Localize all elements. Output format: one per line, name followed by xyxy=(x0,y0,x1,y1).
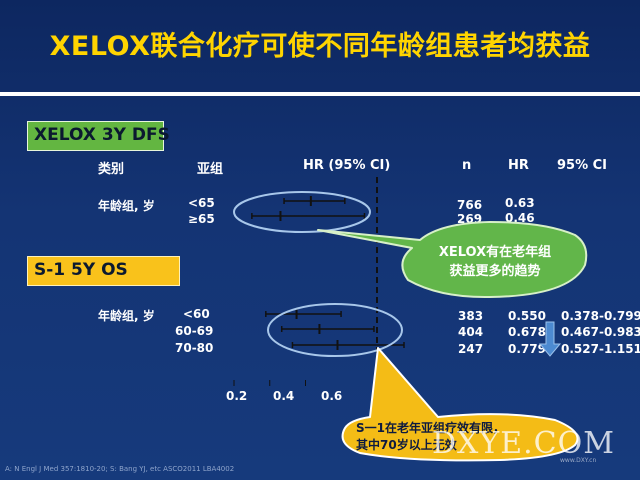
footnote: A: N Engl J Med 357:1810-20; S: Bang YJ,… xyxy=(5,465,235,473)
callout1-line2: 获益更多的趋势 xyxy=(449,264,541,279)
callout1-bubble xyxy=(317,221,588,299)
header-hr: HR xyxy=(508,158,529,173)
watermark-url: www.DXY.cn xyxy=(560,457,597,464)
os-hr-1: 0.550 xyxy=(508,309,546,323)
os-ci-1: 0.378-0.799 xyxy=(561,309,640,323)
os-hr-2: 0.678 xyxy=(508,325,546,339)
header-hr-ci: HR (95% CI) xyxy=(303,158,391,173)
callout1-line1: XELOX有在老年组 xyxy=(438,245,552,260)
forest-marks xyxy=(233,196,405,386)
os-ci-2: 0.467-0.983 xyxy=(561,325,640,339)
callout2-line2: 其中70岁以上无效 xyxy=(356,438,457,452)
axis-tick-0.4: 0.4 xyxy=(273,389,295,403)
callout1-text: XELOX有在老年组 获益更多的趋势 xyxy=(405,243,585,281)
dfs-subgroup-2: ≥65 xyxy=(188,212,215,226)
axis-tick-0.2: 0.2 xyxy=(226,389,248,403)
os-subgroup-3: 70-80 xyxy=(175,341,214,355)
highlight-ellipse-dfs xyxy=(233,191,371,233)
highlight-ellipse-os xyxy=(267,303,403,357)
dfs-subgroup-1: <65 xyxy=(188,196,215,210)
os-n-2: 404 xyxy=(458,325,484,339)
callout2-text: S一1在老年亚组疗效有限， 其中70岁以上无效 xyxy=(356,420,556,454)
dfs-label-box: XELOX 3Y DFS xyxy=(27,121,170,151)
header-subgroup: 亚组 xyxy=(197,162,224,177)
os-label-box: S-1 5Y OS xyxy=(27,256,180,286)
dfs-n-1: 766 xyxy=(457,198,483,212)
dfs-category: 年龄组, 岁 xyxy=(98,199,155,213)
os-subgroup-1: <60 xyxy=(183,307,210,321)
dfs-hr-1: 0.63 xyxy=(505,196,535,210)
slide-title: XELOX联合化疗可使不同年龄组患者均获益 xyxy=(49,31,591,62)
header-n: n xyxy=(462,158,472,173)
axis-tick-0.6: 0.6 xyxy=(321,389,343,403)
os-ci-3: 0.527-1.151 xyxy=(561,342,640,356)
header-category: 类别 xyxy=(98,162,125,177)
callout2-bubble xyxy=(341,347,579,462)
os-n-3: 247 xyxy=(458,342,484,356)
os-category: 年龄组, 岁 xyxy=(98,309,155,323)
os-hr-3: 0.779 xyxy=(508,342,546,356)
os-subgroup-2: 60-69 xyxy=(175,324,214,338)
header-ci: 95% CI xyxy=(557,158,608,173)
watermark: DXYE.COM xyxy=(432,426,615,461)
dfs-hr-2: 0.46 xyxy=(505,211,535,225)
os-n-1: 383 xyxy=(458,309,484,323)
callout2-line1: S一1在老年亚组疗效有限， xyxy=(356,421,505,435)
down-arrow-icon xyxy=(538,321,562,357)
title-divider xyxy=(0,92,640,96)
